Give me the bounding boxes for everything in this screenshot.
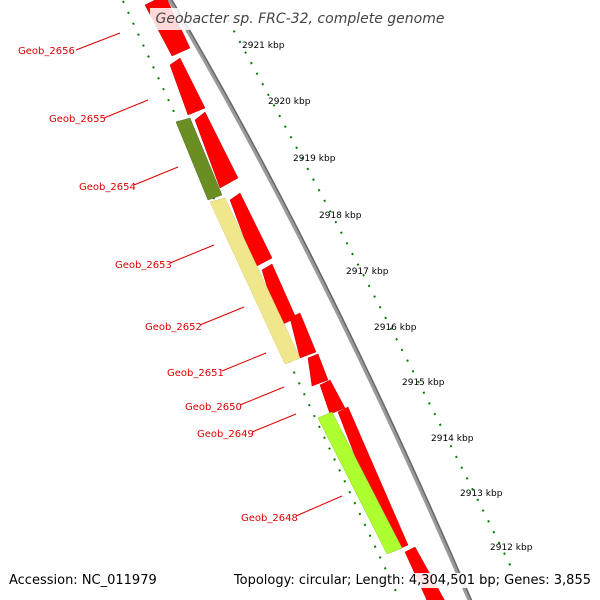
kbp-label-2919: 2919 kbp <box>293 154 336 164</box>
gene-label-2656: Geob_2656 <box>18 46 75 57</box>
forward-strand-genes <box>144 0 445 600</box>
genome-backbone <box>167 0 472 600</box>
gene-forward-6 <box>289 312 317 359</box>
gene-label-2651: Geob_2651 <box>167 368 224 379</box>
kbp-label-2917: 2917 kbp <box>346 267 389 277</box>
gene-label-2650: Geob_2650 <box>185 402 242 413</box>
gene-forward-9 <box>337 406 409 553</box>
kbp-label-2912: 2912 kbp <box>490 543 533 553</box>
kbp-labels: 2921 kbp 2920 kbp 2919 kbp 2918 kbp 2917… <box>242 41 533 553</box>
gene-geob-2653-bar <box>209 197 301 365</box>
gene-geob-2648-bar <box>317 411 403 555</box>
gene-geob-2654-bar <box>175 117 223 201</box>
gene-label-2648: Geob_2648 <box>241 513 298 524</box>
kbp-label-2921: 2921 kbp <box>242 41 285 51</box>
kbp-label-2918: 2918 kbp <box>319 211 362 221</box>
gene-label-2652: Geob_2652 <box>145 322 202 333</box>
gene-labels: Geob_2656 Geob_2655 Geob_2654 Geob_2653 … <box>18 32 343 524</box>
accession-text: Accession: NC_011979 <box>9 573 157 588</box>
topology-text: Topology: circular; Length: 4,304,501 bp… <box>233 573 591 588</box>
map-title: Geobacter sp. FRC-32, complete genome <box>150 8 450 30</box>
gene-label-2654: Geob_2654 <box>79 182 136 193</box>
kbp-label-2916: 2916 kbp <box>374 323 417 333</box>
gene-label-2653: Geob_2653 <box>115 260 172 271</box>
gene-forward-8 <box>319 379 346 415</box>
kbp-label-2915: 2915 kbp <box>402 378 445 388</box>
gene-label-2649: Geob_2649 <box>197 429 254 440</box>
gene-forward-2 <box>169 57 206 116</box>
kbp-label-2914: 2914 kbp <box>431 434 474 444</box>
gene-label-2655: Geob_2655 <box>49 114 106 125</box>
kbp-label-2920: 2920 kbp <box>268 97 311 107</box>
gene-forward-3 <box>194 111 239 189</box>
kbp-label-2913: 2913 kbp <box>460 489 503 499</box>
gene-forward-7 <box>307 353 329 387</box>
